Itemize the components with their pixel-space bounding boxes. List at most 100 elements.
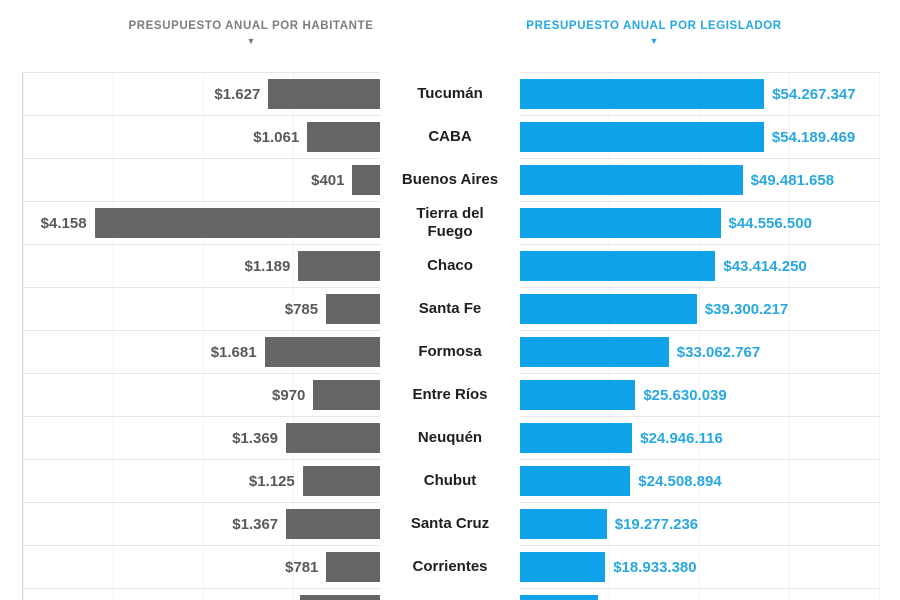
sort-descending-icon: ▼ xyxy=(649,36,659,46)
habitante-plot-area xyxy=(22,588,380,600)
chart-row: $781 Corrientes $18.933.380 xyxy=(0,545,900,588)
chart-row: $1.369 Neuquén $24.946.116 xyxy=(0,416,900,459)
habitante-plot-area: $970 xyxy=(22,373,380,416)
legislador-bar xyxy=(520,122,764,152)
habitante-value: $1.367 xyxy=(232,515,279,533)
habitante-plot-area: $1.061 xyxy=(22,115,380,158)
legislador-bar xyxy=(520,423,633,453)
habitante-bar xyxy=(268,79,380,109)
habitante-bar xyxy=(307,122,380,152)
habitante-plot-area: $1.189 xyxy=(22,244,380,287)
province-label: Formosa xyxy=(418,342,482,360)
province-label: Chubut xyxy=(423,471,477,489)
legislador-value: $54.267.347 xyxy=(772,85,856,103)
legislador-bar xyxy=(520,595,599,600)
legislador-plot-area: $39.300.217 xyxy=(520,287,880,330)
legislador-value: $54.189.469 xyxy=(771,128,856,146)
habitante-bar xyxy=(298,251,380,281)
habitante-bar xyxy=(286,423,380,453)
legislador-bar xyxy=(520,337,669,367)
province-label: Chaco xyxy=(427,256,473,274)
legislador-bar xyxy=(520,552,606,582)
chart-row: $401 Buenos Aires $49.481.658 xyxy=(0,158,900,201)
legislador-plot-area: $49.481.658 xyxy=(520,158,880,201)
habitante-value: $4.158 xyxy=(40,214,87,232)
legislador-value: $49.481.658 xyxy=(750,171,835,189)
province-label: Tucumán xyxy=(417,84,483,102)
legislador-bar xyxy=(520,466,631,496)
chart-row: $4.158 Tierra del Fuego $44.556.500 xyxy=(0,201,900,244)
province-label: Tierra del Fuego xyxy=(416,205,484,240)
habitante-plot-area: $1.681 xyxy=(22,330,380,373)
left-column-header[interactable]: PRESUPUESTO ANUAL POR HABITANTE ▼ xyxy=(122,20,380,46)
habitante-value: $1.369 xyxy=(232,429,279,447)
habitante-value: $1.125 xyxy=(248,472,295,490)
legislador-bar xyxy=(520,165,743,195)
legislador-value: $25.630.039 xyxy=(643,386,727,404)
chart-row xyxy=(0,588,900,600)
province-label: CABA xyxy=(428,127,472,145)
habitante-plot-area: $1.369 xyxy=(22,416,380,459)
legislador-bar xyxy=(520,509,607,539)
habitante-value: $785 xyxy=(284,300,319,318)
legislador-value: $33.062.767 xyxy=(676,343,761,361)
legislador-bar xyxy=(520,380,636,410)
right-column-header[interactable]: PRESUPUESTO ANUAL POR LEGISLADOR ▼ xyxy=(518,20,790,46)
legislador-plot-area: $24.946.116 xyxy=(520,416,880,459)
chart-row: $1.061 CABA $54.189.469 xyxy=(0,115,900,158)
legislador-plot-area: $24.508.894 xyxy=(520,459,880,502)
legislador-plot-area xyxy=(520,588,880,600)
habitante-value: $970 xyxy=(272,386,306,404)
habitante-value: $1.681 xyxy=(210,343,257,361)
habitante-bar xyxy=(302,466,380,496)
legislador-value: $24.508.894 xyxy=(638,472,722,490)
habitante-value: $781 xyxy=(285,558,319,576)
chart-rows: $1.627 Tucumán $54.267.347 $1.061 CABA $54.18… xyxy=(0,72,900,600)
habitante-plot-area: $401 xyxy=(22,158,380,201)
legislador-value: $44.556.500 xyxy=(728,214,812,232)
left-column-title: PRESUPUESTO ANUAL POR HABITANTE xyxy=(128,20,374,32)
right-column-title: PRESUPUESTO ANUAL POR LEGISLADOR xyxy=(526,20,782,32)
habitante-bar xyxy=(286,509,380,539)
habitante-plot-area: $1.367 xyxy=(22,502,380,545)
habitante-plot-area: $781 xyxy=(22,545,380,588)
province-label: Buenos Aires xyxy=(401,170,499,188)
habitante-bar xyxy=(94,208,380,238)
legislador-plot-area: $54.267.347 xyxy=(520,72,880,115)
legislador-value: $18.933.380 xyxy=(613,558,697,576)
habitante-plot-area: $785 xyxy=(22,287,380,330)
chart-row: $1.189 Chaco $43.414.250 xyxy=(0,244,900,287)
habitante-bar xyxy=(326,552,380,582)
habitante-bar xyxy=(264,337,380,367)
legislador-value: $19.277.236 xyxy=(614,515,699,533)
legislador-plot-area: $18.933.380 xyxy=(520,545,880,588)
habitante-bar xyxy=(300,595,380,600)
habitante-plot-area: $1.627 xyxy=(22,72,380,115)
habitante-bar xyxy=(352,165,380,195)
legislador-plot-area: $25.630.039 xyxy=(520,373,880,416)
sort-descending-icon: ▼ xyxy=(246,36,256,46)
province-label: Santa Fe xyxy=(418,299,482,317)
habitante-value: $401 xyxy=(311,171,345,189)
habitante-plot-area: $4.158 xyxy=(22,201,380,244)
province-label: Neuquén xyxy=(417,428,483,446)
province-label: Corrientes xyxy=(412,557,488,575)
chart-row: $1.125 Chubut $24.508.894 xyxy=(0,459,900,502)
habitante-value: $1.189 xyxy=(244,257,291,275)
legislador-plot-area: $44.556.500 xyxy=(520,201,880,244)
legislador-plot-area: $33.062.767 xyxy=(520,330,880,373)
legislador-plot-area: $43.414.250 xyxy=(520,244,880,287)
chart-row: $970 Entre Ríos $25.630.039 xyxy=(0,373,900,416)
province-label: Entre Ríos xyxy=(412,385,488,403)
legislador-plot-area: $19.277.236 xyxy=(520,502,880,545)
legislador-bar xyxy=(520,294,697,324)
legislador-bar xyxy=(520,79,765,109)
legislador-bar xyxy=(520,208,721,238)
chart-row: $785 Santa Fe $39.300.217 xyxy=(0,287,900,330)
legislador-bar xyxy=(520,251,716,281)
habitante-plot-area: $1.125 xyxy=(22,459,380,502)
legislador-plot-area: $54.189.469 xyxy=(520,115,880,158)
habitante-bar xyxy=(326,294,380,324)
chart-row: $1.627 Tucumán $54.267.347 xyxy=(0,72,900,115)
